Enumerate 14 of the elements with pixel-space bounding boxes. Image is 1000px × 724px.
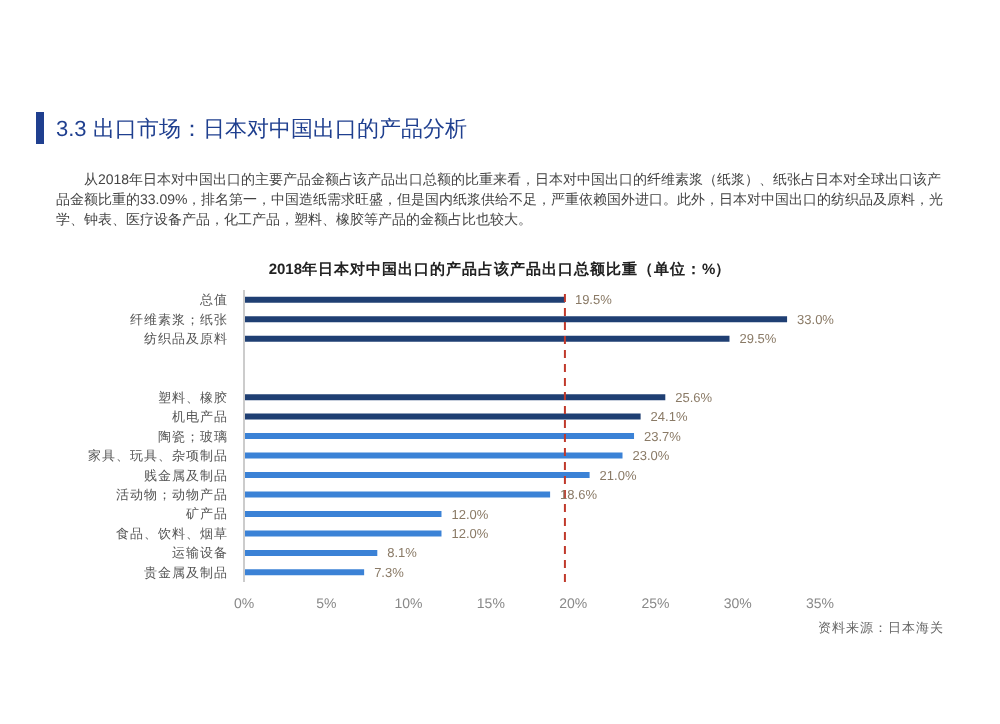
bar [244, 335, 730, 342]
bar [244, 530, 442, 537]
bar [244, 413, 641, 420]
bar [244, 549, 378, 556]
bar [244, 296, 565, 303]
bar [244, 316, 788, 323]
bar [244, 510, 442, 517]
bar [244, 569, 365, 576]
bar [244, 433, 635, 440]
bar [244, 472, 590, 479]
bar [244, 394, 666, 401]
bar [244, 452, 623, 459]
bar [244, 491, 551, 498]
text: 3.3 出口市场：日本对中国出口的产品分析 [56, 115, 467, 143]
